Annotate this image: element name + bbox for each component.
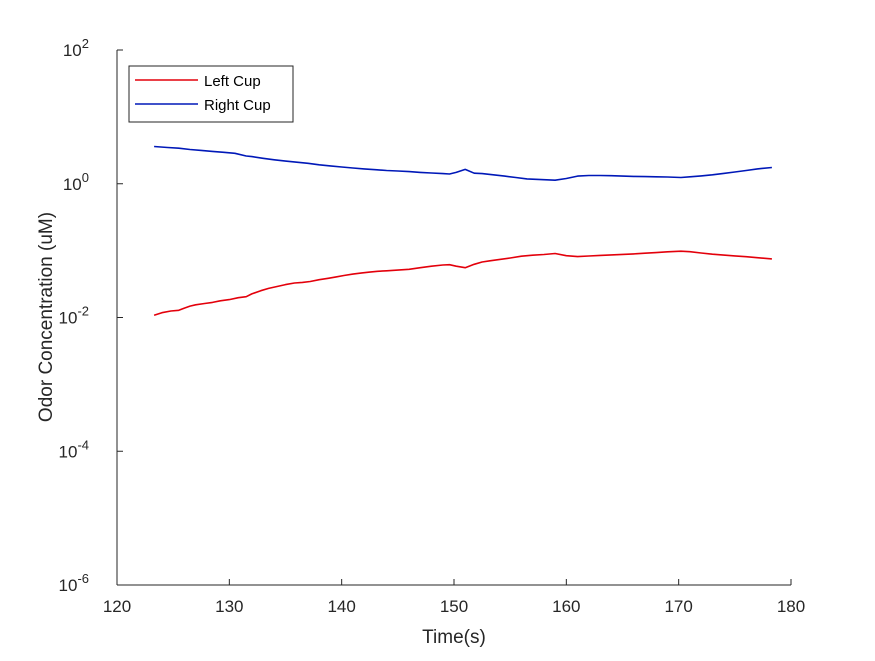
y-tick-label: 100 — [63, 170, 89, 194]
y-tick-label: 10-2 — [59, 304, 89, 328]
x-tick-label: 120 — [103, 597, 131, 616]
y-ticks: 10-6 10-4 10-2 100 102 — [59, 36, 123, 595]
series-line-right-cup — [154, 145, 772, 181]
x-tick-label: 150 — [440, 597, 468, 616]
legend-label-left-cup: Left Cup — [204, 73, 261, 90]
series-layer — [153, 145, 772, 317]
x-tick-label: 170 — [664, 597, 692, 616]
legend-box — [128, 65, 294, 123]
x-axis-label: Time(s) — [422, 627, 486, 648]
x-tick-label: 160 — [552, 597, 580, 616]
x-tick-label: 140 — [327, 597, 355, 616]
y-tick-label: 10-6 — [59, 571, 89, 595]
legend-label-right-cup: Right Cup — [204, 97, 271, 114]
y-axis-label: Odor Concentration (uM) — [36, 212, 57, 422]
series-line-left-cup — [153, 250, 772, 317]
x-tick-label: 180 — [777, 597, 805, 616]
y-tick-label: 102 — [63, 36, 89, 60]
legend: Left Cup Right Cup — [128, 65, 294, 123]
y-tick-label: 10-4 — [59, 437, 89, 461]
x-tick-label: 130 — [215, 597, 243, 616]
x-ticks: 120 130 140 150 160 170 180 — [103, 579, 805, 616]
